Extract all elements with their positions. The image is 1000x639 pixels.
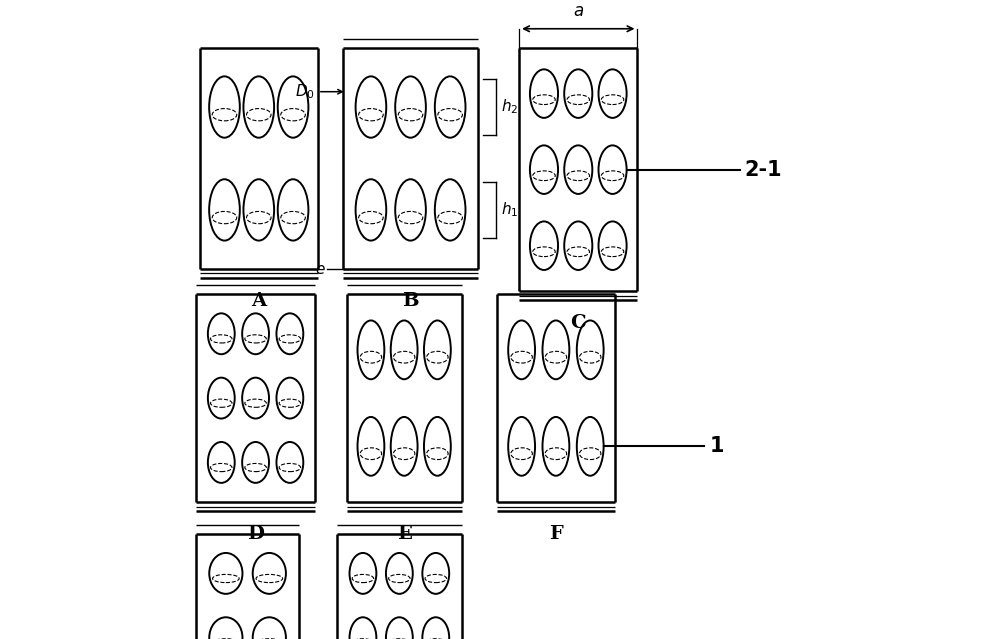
Text: F: F bbox=[549, 525, 563, 543]
Ellipse shape bbox=[209, 76, 240, 138]
Ellipse shape bbox=[391, 417, 418, 475]
Ellipse shape bbox=[577, 417, 604, 475]
Ellipse shape bbox=[209, 179, 240, 241]
Ellipse shape bbox=[564, 145, 592, 194]
Ellipse shape bbox=[530, 69, 558, 118]
Ellipse shape bbox=[278, 76, 308, 138]
Ellipse shape bbox=[542, 417, 569, 475]
Ellipse shape bbox=[242, 378, 269, 419]
Ellipse shape bbox=[508, 417, 535, 475]
Ellipse shape bbox=[542, 320, 569, 379]
Ellipse shape bbox=[208, 313, 235, 354]
Ellipse shape bbox=[508, 320, 535, 379]
Text: $e$: $e$ bbox=[315, 261, 326, 277]
Text: D: D bbox=[247, 525, 264, 543]
Ellipse shape bbox=[276, 442, 303, 483]
Ellipse shape bbox=[386, 553, 413, 594]
Ellipse shape bbox=[599, 69, 627, 118]
Text: B: B bbox=[402, 292, 419, 310]
Ellipse shape bbox=[242, 313, 269, 354]
Text: $h_2$: $h_2$ bbox=[501, 98, 518, 116]
Ellipse shape bbox=[276, 378, 303, 419]
Ellipse shape bbox=[395, 76, 426, 138]
Ellipse shape bbox=[391, 320, 418, 379]
Ellipse shape bbox=[356, 76, 386, 138]
Ellipse shape bbox=[350, 553, 376, 594]
Text: $a$: $a$ bbox=[573, 3, 584, 20]
Ellipse shape bbox=[356, 179, 386, 241]
Ellipse shape bbox=[358, 320, 384, 379]
Ellipse shape bbox=[435, 179, 465, 241]
Ellipse shape bbox=[242, 442, 269, 483]
Ellipse shape bbox=[208, 378, 235, 419]
Text: $h_1$: $h_1$ bbox=[501, 201, 518, 219]
Ellipse shape bbox=[422, 553, 449, 594]
Ellipse shape bbox=[564, 222, 592, 270]
Ellipse shape bbox=[424, 320, 451, 379]
Ellipse shape bbox=[243, 179, 274, 241]
Text: 1: 1 bbox=[710, 436, 724, 456]
Text: A: A bbox=[251, 292, 266, 310]
Text: 2-1: 2-1 bbox=[745, 160, 782, 180]
Text: $D_0$: $D_0$ bbox=[295, 82, 315, 101]
Ellipse shape bbox=[278, 179, 308, 241]
Ellipse shape bbox=[358, 417, 384, 475]
Ellipse shape bbox=[209, 617, 242, 639]
Ellipse shape bbox=[276, 313, 303, 354]
Ellipse shape bbox=[599, 222, 627, 270]
Ellipse shape bbox=[208, 442, 235, 483]
Ellipse shape bbox=[530, 222, 558, 270]
Ellipse shape bbox=[435, 76, 465, 138]
Ellipse shape bbox=[577, 320, 604, 379]
Text: C: C bbox=[570, 314, 586, 332]
Ellipse shape bbox=[564, 69, 592, 118]
Ellipse shape bbox=[350, 617, 376, 639]
Ellipse shape bbox=[424, 417, 451, 475]
Text: E: E bbox=[397, 525, 412, 543]
Ellipse shape bbox=[422, 617, 449, 639]
Ellipse shape bbox=[530, 145, 558, 194]
Ellipse shape bbox=[243, 76, 274, 138]
Ellipse shape bbox=[209, 553, 242, 594]
Ellipse shape bbox=[395, 179, 426, 241]
Ellipse shape bbox=[386, 617, 413, 639]
Ellipse shape bbox=[253, 553, 286, 594]
Ellipse shape bbox=[599, 145, 627, 194]
Ellipse shape bbox=[253, 617, 286, 639]
